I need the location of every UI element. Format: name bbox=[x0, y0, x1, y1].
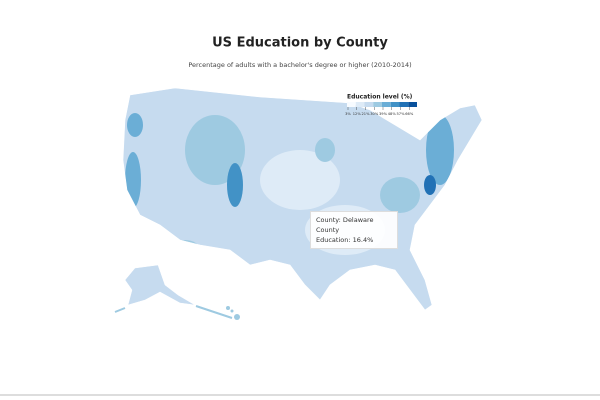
legend-swatch bbox=[373, 102, 382, 107]
legend-title: Education level (%) bbox=[347, 94, 413, 101]
alaska-islands bbox=[114, 305, 233, 319]
legend-tick-label: 39% bbox=[379, 112, 388, 116]
legend-swatch bbox=[382, 102, 391, 107]
us-outline bbox=[122, 87, 483, 311]
subtitle: Percentage of adults with a bachelor's d… bbox=[188, 61, 411, 69]
tooltip: County: Delaware County Education: 16.4% bbox=[310, 211, 398, 249]
legend-swatch bbox=[408, 102, 417, 107]
legend-swatch bbox=[390, 102, 400, 107]
hawaii bbox=[226, 306, 240, 320]
contiguous-us bbox=[123, 88, 482, 310]
tooltip-county: County: Delaware County bbox=[316, 216, 374, 234]
legend-tick-label: 57% bbox=[397, 112, 406, 116]
legend: 3% 12% 21% 30% 39% 48% 57% 66% bbox=[345, 102, 417, 116]
legend-tick-label: 12% bbox=[353, 112, 362, 116]
legend-swatch bbox=[355, 102, 365, 107]
legend-tick-label: 21% bbox=[362, 112, 371, 116]
legend-swatch bbox=[347, 102, 356, 107]
legend-tick-label: 48% bbox=[388, 112, 397, 116]
alaska bbox=[124, 264, 196, 306]
legend-tick-label: 30% bbox=[370, 112, 379, 116]
legend-swatch bbox=[399, 102, 409, 107]
legend-swatch bbox=[364, 102, 374, 107]
title: US Education by County bbox=[212, 36, 388, 51]
legend-tick-label: 66% bbox=[405, 112, 414, 116]
tooltip-education: Education: 16.4% bbox=[316, 236, 374, 244]
legend-tick-label: 3% bbox=[345, 112, 351, 116]
